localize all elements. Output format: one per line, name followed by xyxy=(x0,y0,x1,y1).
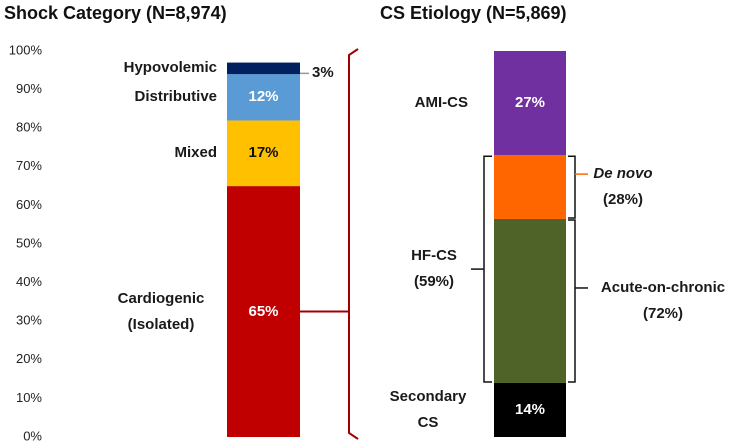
bracket xyxy=(568,219,576,383)
value-label: 12% xyxy=(248,88,279,106)
bar-segment xyxy=(227,74,300,121)
y-tick-label: 80% xyxy=(16,120,42,135)
value-label: 3% xyxy=(312,64,334,82)
y-tick-label: 40% xyxy=(16,274,42,289)
category-label: AMI-CS xyxy=(414,94,468,112)
y-tick-label: 20% xyxy=(16,351,42,366)
y-tick-label: 70% xyxy=(16,158,42,173)
category-label: Distributive xyxy=(134,88,217,106)
category-label: Hypovolemic xyxy=(123,59,217,77)
y-tick-label: 100% xyxy=(9,42,43,57)
category-label: Mixed xyxy=(174,144,217,162)
value-label: 27% xyxy=(514,94,546,112)
y-tick-label: 10% xyxy=(16,390,42,405)
bracket xyxy=(483,155,492,383)
bar-segment xyxy=(494,218,566,383)
category-label: HF-CS xyxy=(411,247,457,265)
bar-segment xyxy=(227,120,300,187)
category-label: Secondary CS xyxy=(389,387,467,431)
subcategory-label: De novo xyxy=(593,165,653,183)
y-tick-label: 60% xyxy=(16,197,42,212)
value-label: (59%) xyxy=(413,273,454,291)
bar-segment xyxy=(494,51,566,156)
value-label: 14% xyxy=(514,400,546,418)
bar-segment xyxy=(494,155,566,219)
value-label: 17% xyxy=(248,144,279,162)
chart-title: Shock Category (N=8,974) xyxy=(4,3,227,23)
subcategory-label: Acute-on-chronic xyxy=(600,278,726,296)
chart-title: CS Etiology (N=5,869) xyxy=(380,3,567,23)
bar-segment xyxy=(227,186,300,437)
value-label: 65% xyxy=(248,302,279,320)
y-tick-label: 50% xyxy=(16,235,42,250)
y-tick-label: 30% xyxy=(16,313,42,328)
y-tick-label: 90% xyxy=(16,81,42,96)
bar-segment xyxy=(494,382,566,437)
bracket xyxy=(348,48,359,440)
value-label: (72%) xyxy=(642,304,683,322)
bar-segment xyxy=(227,62,300,75)
y-tick-label: 0% xyxy=(23,428,42,443)
value-label: (28%) xyxy=(602,191,643,209)
bracket xyxy=(568,155,576,219)
category-label: Cardiogenic (Isolated) xyxy=(117,289,205,333)
